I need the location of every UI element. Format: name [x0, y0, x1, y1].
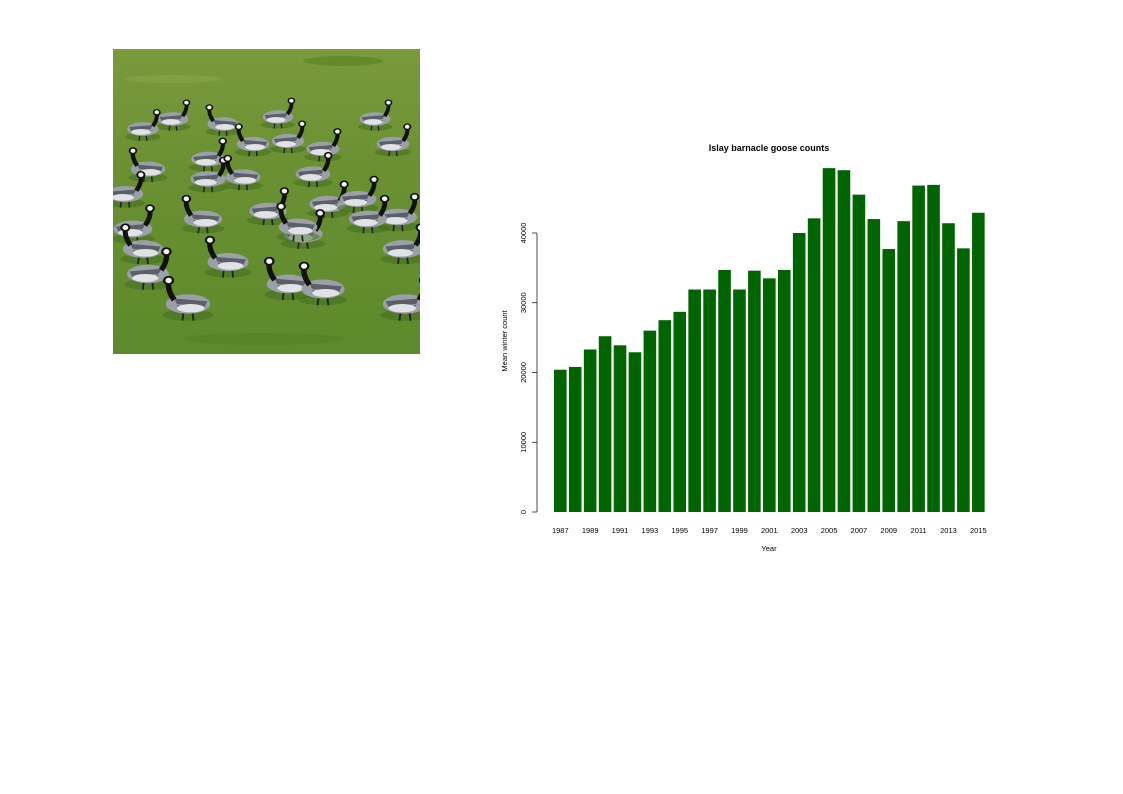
- goose-figure: [263, 256, 313, 301]
- bar-2014: [957, 248, 970, 512]
- bar-2013: [942, 223, 955, 513]
- bar-2012: [927, 184, 940, 512]
- bar-1992: [628, 352, 642, 512]
- bar-1989: [583, 349, 597, 512]
- bar-2011: [912, 185, 925, 512]
- goose-figure: [234, 123, 272, 157]
- x-tick-label: 2009: [880, 526, 897, 535]
- goose-figure: [346, 194, 390, 234]
- x-tick-label: 1995: [671, 526, 688, 535]
- x-tick-label: 1999: [731, 526, 748, 535]
- bar-1999: [733, 289, 746, 512]
- bar-1991: [613, 345, 627, 512]
- goose-figure: [204, 235, 252, 278]
- goose-figure: [205, 104, 241, 136]
- bar-1997: [703, 289, 716, 512]
- goose-figure: [113, 171, 146, 208]
- y-tick-label: 40000: [519, 223, 528, 244]
- x-tick-label: 2005: [821, 526, 838, 535]
- goose-figure: [380, 223, 420, 265]
- bar-1993: [643, 330, 657, 512]
- x-tick-label: 1987: [552, 526, 569, 535]
- bar-1988: [568, 366, 582, 512]
- y-axis: 0 10000 20000 30000 40000: [519, 223, 538, 514]
- x-tick-labels: 1987 1989 1991 1993 1995 1997 1999 2001 2003 2005…: [552, 526, 987, 535]
- bar-2002: [777, 269, 791, 512]
- goose-figure: [374, 123, 412, 157]
- bar-2006: [837, 170, 851, 512]
- geese-photo: [113, 49, 420, 354]
- x-axis-label: Year: [761, 544, 777, 553]
- bar-2004: [807, 218, 821, 512]
- x-tick-label: 1997: [701, 526, 718, 535]
- bar-1998: [718, 269, 731, 512]
- goose-figure: [307, 180, 349, 218]
- y-tick-label: 20000: [519, 362, 528, 383]
- y-tick-label: 10000: [519, 432, 528, 453]
- x-tick-label: 1991: [612, 526, 629, 535]
- bar-1994: [658, 320, 672, 512]
- bar-1987: [554, 369, 567, 512]
- y-axis-label: Mean winter count: [500, 309, 509, 371]
- chart-title: Islay barnacle goose counts: [709, 143, 830, 153]
- goose-figure: [293, 151, 333, 188]
- goose-figure: [125, 109, 161, 141]
- bar-2008: [867, 219, 881, 513]
- goose-figure: [380, 277, 420, 321]
- goose-figure: [376, 192, 420, 232]
- bar-2007: [852, 194, 866, 512]
- x-tick-label: 2015: [970, 526, 987, 535]
- bar-1990: [598, 336, 612, 512]
- y-tick-label: 30000: [519, 292, 528, 313]
- bar-2015: [972, 212, 985, 512]
- x-tick-label: 1993: [642, 526, 659, 535]
- y-tick-label: 0: [519, 510, 528, 514]
- goose-figure: [276, 202, 320, 242]
- x-tick-label: 1989: [582, 526, 599, 535]
- bar-1995: [673, 311, 687, 512]
- bar-2005: [822, 168, 836, 512]
- goose-figure: [223, 154, 263, 191]
- bar-2000: [748, 270, 761, 512]
- bar-2009: [882, 249, 896, 513]
- goose-figure: [120, 223, 166, 265]
- goose-figure: [189, 137, 227, 172]
- goose-figure: [124, 247, 172, 290]
- x-tick-label: 2001: [761, 526, 778, 535]
- x-tick-label: 2013: [940, 526, 957, 535]
- bar-1996: [688, 289, 701, 512]
- bar-2003: [792, 233, 806, 512]
- goose-figure: [181, 194, 225, 234]
- bar-2001: [763, 278, 776, 512]
- x-tick-label: 2011: [911, 526, 927, 535]
- x-tick-label: 2003: [791, 526, 808, 535]
- x-tick-label: 2007: [851, 526, 868, 535]
- goose-figure: [298, 261, 348, 306]
- goose-figure: [155, 99, 191, 131]
- goose-figure: [269, 120, 307, 154]
- bar-2010: [897, 221, 910, 512]
- goose-figure: [260, 97, 296, 129]
- goose-figure: [163, 275, 213, 321]
- bars-group: [554, 168, 985, 513]
- goose-figure: [357, 99, 393, 131]
